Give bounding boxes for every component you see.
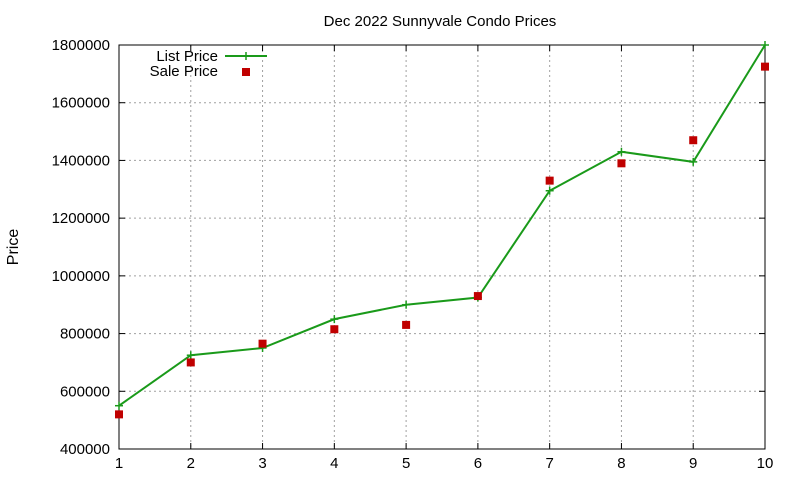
legend-label-sale-price: Sale Price — [150, 63, 218, 80]
sale-price-point — [689, 136, 698, 145]
x-tick-label: 9 — [689, 455, 697, 472]
x-tick-label: 1 — [115, 455, 123, 472]
x-tick-label: 7 — [545, 455, 553, 472]
y-tick-label: 1600000 — [52, 95, 110, 112]
list-price-point — [402, 300, 411, 309]
list-price-line — [118, 44, 766, 407]
y-tick-label: 1800000 — [52, 37, 110, 54]
plot-frame — [118, 44, 766, 450]
y-tick-label: 400000 — [60, 441, 110, 458]
y-tick-label: 800000 — [60, 326, 110, 343]
sale-price-point — [761, 62, 769, 71]
x-tick-label: 6 — [474, 455, 482, 472]
y-tick-label: 1200000 — [52, 210, 110, 227]
x-tick-label: 2 — [187, 455, 195, 472]
legend-marker-list-price — [242, 52, 250, 60]
sale-price-point — [186, 358, 195, 367]
sale-price-point — [330, 325, 339, 334]
list-price-point — [330, 315, 339, 324]
y-axis-label: Price — [5, 229, 22, 266]
sale-price-point — [402, 320, 411, 329]
legend-label-list-price: List Price — [156, 48, 218, 65]
list-price-point — [761, 41, 769, 49]
sale-price-point — [617, 159, 626, 168]
x-tick-label: 8 — [617, 455, 625, 472]
sale-price-point — [115, 410, 123, 419]
list-price-point — [689, 157, 698, 166]
y-tick-label: 1400000 — [52, 152, 110, 169]
x-tick-label: 10 — [757, 455, 774, 472]
legend-marker-sale-price — [242, 68, 250, 76]
axes: 1 2 3 4 5 6 7 8 9 10 400000 600000 800000 1000000 1200… — [52, 37, 774, 472]
list-price-point — [545, 186, 554, 195]
list-price-point — [617, 147, 626, 156]
chart-title: Dec 2022 Sunnyvale Condo Prices — [324, 13, 557, 30]
x-tick-label: 3 — [258, 455, 266, 472]
sale-price-point — [545, 176, 554, 185]
sale-price-point — [258, 339, 267, 348]
list-price-point — [186, 351, 195, 360]
sale-price-point — [473, 292, 482, 301]
data-series — [115, 41, 769, 419]
y-tick-label: 600000 — [60, 383, 110, 400]
x-tick-label: 5 — [402, 455, 410, 472]
y-tick-label: 1000000 — [52, 268, 110, 285]
list-price-point — [115, 401, 123, 410]
x-tick-label: 4 — [330, 455, 338, 472]
grid-lines — [119, 45, 765, 449]
legend: List Price Sale Price — [150, 48, 267, 80]
